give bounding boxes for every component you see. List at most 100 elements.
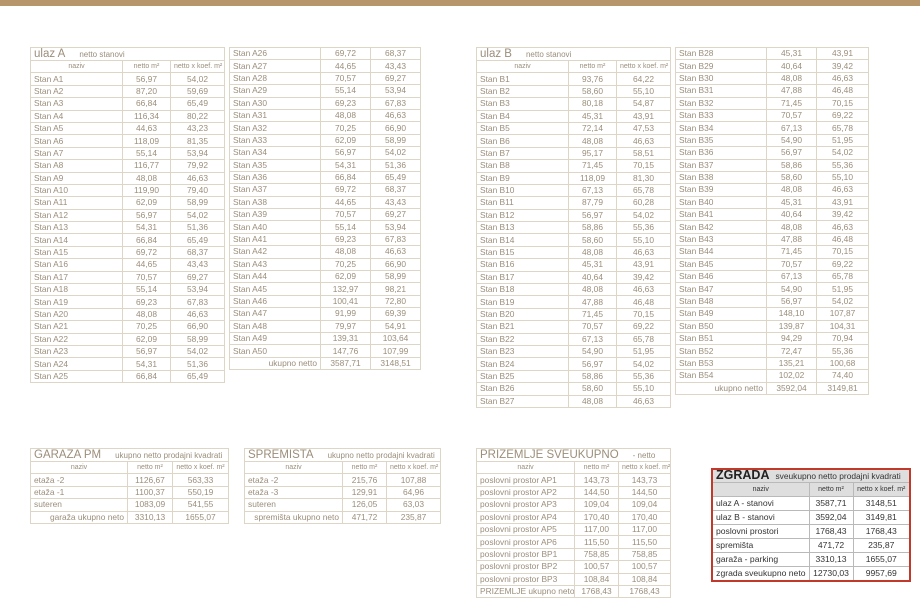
- cell-name: Stan A38: [229, 195, 321, 210]
- cell-netto: 70,25: [320, 257, 371, 272]
- table-row: Stan B52 72,47 55,36: [675, 344, 869, 358]
- total-koef: 3149,81: [816, 381, 869, 395]
- total-label: ukupno netto: [675, 381, 767, 395]
- cell-name: Stan B19: [476, 295, 569, 309]
- table-row: Stan A26 69,72 68,37: [229, 46, 421, 61]
- table-row: Stan B50 139,87 104,31: [675, 319, 869, 334]
- table-row: poslovni prostor AP4 170,40 170,40: [476, 510, 672, 524]
- cell-netto: 70,25: [122, 320, 171, 334]
- cell-netto: 66,84: [122, 369, 171, 384]
- cell-netto: 69,23: [122, 295, 171, 309]
- table-row: Stan A15 69,72 68,37: [30, 245, 226, 260]
- cell-name: Stan A30: [229, 96, 321, 110]
- total-label: spremišta ukupno neto: [244, 510, 343, 524]
- cell-name: Stan B40: [675, 195, 767, 210]
- cell-netto: 71,45: [766, 96, 817, 110]
- cell-name: Stan A44: [229, 270, 321, 284]
- table-subtitle: - netto: [632, 450, 656, 460]
- cell-koef: 54,87: [616, 97, 671, 111]
- cell-name: garaža - parking: [711, 552, 810, 567]
- cell-netto: 71,45: [568, 307, 617, 322]
- table-row: Stan A39 70,57 69,27: [229, 208, 421, 222]
- cell-koef: 69,22: [616, 320, 671, 334]
- cell-netto: 47,88: [766, 84, 817, 98]
- cell-name: Stan B22: [476, 332, 569, 347]
- cell-netto: 62,09: [122, 332, 171, 347]
- cell-netto: 71,45: [766, 245, 817, 259]
- cell-netto: 58,60: [766, 170, 817, 185]
- cell-koef: 74,40: [816, 369, 869, 383]
- cell-name: Stan B45: [675, 257, 767, 272]
- cell-netto: 66,84: [122, 233, 171, 247]
- cell-name: Stan B29: [675, 59, 767, 73]
- cell-netto: 45,31: [766, 195, 817, 210]
- cell-netto: 116,77: [122, 159, 171, 173]
- column-header-koef: netto x koef. m²: [171, 460, 230, 475]
- cell-netto: 48,08: [320, 108, 371, 123]
- cell-netto: 95,17: [568, 146, 617, 161]
- table-row: Stan B35 54,90 51,95: [675, 133, 869, 148]
- cell-name: Stan A22: [30, 332, 123, 347]
- cell-koef: 69,22: [816, 108, 869, 123]
- cell-name: Stan B18: [476, 283, 569, 297]
- table-row: Stan B39 48,08 46,63: [675, 183, 869, 197]
- cell-koef: 107,99: [370, 344, 421, 358]
- table-row: poslovni prostori 1768,43 1768,43: [711, 524, 911, 539]
- cell-netto: 55,14: [320, 220, 371, 234]
- table-title-cell: PRIZEMLJE SVEUKUPNO - netto: [475, 448, 672, 462]
- table-row: Stan A21 70,25 66,90: [30, 320, 226, 334]
- cell-netto: 66,84: [122, 97, 171, 111]
- table-title-row: GARAŽA PM ukupno netto prodajni kvadrati: [29, 448, 230, 462]
- table-row: Stan B44 71,45 70,15: [675, 245, 869, 259]
- cell-name: Stan B34: [675, 121, 767, 135]
- cell-netto: 56,97: [122, 208, 171, 223]
- cell-netto: 48,08: [122, 307, 171, 322]
- cell-koef: 46,63: [169, 171, 226, 185]
- cell-koef: 46,63: [816, 220, 869, 234]
- table-row: Stan A23 56,97 54,02: [30, 344, 226, 359]
- column-header-netto: netto m²: [808, 482, 854, 497]
- cell-name: Stan A5: [30, 121, 123, 136]
- cell-name: Stan A6: [30, 134, 123, 148]
- cell-koef: 39,42: [816, 208, 869, 222]
- cell-name: poslovni prostor BP3: [476, 572, 575, 586]
- cell-name: Stan A35: [229, 158, 321, 172]
- table-row: Stan B46 67,13 65,78: [675, 270, 869, 284]
- cell-koef: 47,53: [616, 121, 671, 136]
- total-row: ukupno netto 3592,04 3149,81: [675, 381, 869, 395]
- cell-koef: 54,02: [616, 208, 671, 223]
- table-row: poslovni prostor BP1 758,85 758,85: [476, 547, 672, 562]
- cell-name: Stan B46: [675, 270, 767, 284]
- table-row: Stan A30 69,23 67,83: [229, 96, 421, 110]
- cell-netto: 70,57: [766, 257, 817, 272]
- table-row: Stan A24 54,31 51,36: [30, 357, 226, 371]
- cell-name: poslovni prostor AP1: [476, 473, 575, 487]
- cell-netto: 109,04: [574, 498, 619, 512]
- table-row: Stan A35 54,31 51,36: [229, 158, 421, 172]
- table-row: Stan A1 56,97 54,02: [30, 72, 226, 86]
- table-row: Stan A31 48,08 46,63: [229, 108, 421, 123]
- cell-koef: 79,92: [169, 159, 226, 173]
- cell-netto: 129,91: [342, 485, 387, 500]
- table-row: Stan A49 139,31 103,64: [229, 331, 421, 346]
- table-row: Stan A36 66,84 65,49: [229, 170, 421, 185]
- cell-koef: 109,04: [617, 498, 672, 512]
- cell-koef: 53,94: [370, 84, 421, 98]
- cell-koef: 58,99: [370, 133, 421, 148]
- cell-name: Stan A23: [30, 344, 123, 359]
- cell-netto: 72,14: [568, 121, 617, 136]
- cell-name: Stan B31: [675, 84, 767, 98]
- cell-koef: 65,49: [169, 233, 226, 247]
- column-header-naziv: naziv: [30, 460, 128, 475]
- cell-name: Stan B8: [476, 159, 569, 173]
- cell-name: Stan A40: [229, 220, 321, 234]
- total-row: garaža ukupno neto 3310,13 1655,07: [30, 510, 230, 524]
- cell-koef: 43,91: [816, 195, 869, 210]
- cell-koef: 54,91: [370, 319, 421, 334]
- cell-netto: 55,14: [122, 146, 171, 161]
- ulaz-a-table-2: Stan A26 69,72 68,37 Stan A27 44,65 43,43 Stan…: [229, 46, 421, 371]
- table-row: Stan B4 45,31 43,91: [476, 109, 671, 123]
- table-row: Stan A27 44,65 43,43: [229, 59, 421, 73]
- cell-koef: 43,43: [169, 258, 226, 272]
- table-row: Stan B21 70,57 69,22: [476, 320, 671, 334]
